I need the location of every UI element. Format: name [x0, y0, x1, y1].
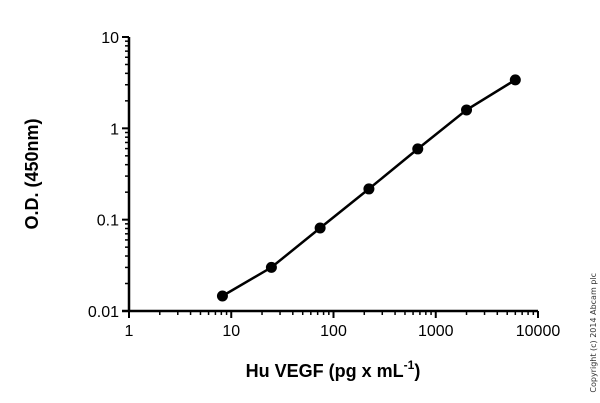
x-tick-label: 1000 — [418, 323, 454, 340]
x-axis-title: Hu VEGF (pg x mL-1) — [246, 358, 421, 381]
data-series — [216, 74, 521, 302]
data-point — [461, 104, 473, 116]
y-axis-title: O.D. (450nm) — [22, 118, 42, 229]
data-point — [509, 74, 521, 86]
x-tick-label: 10 — [222, 323, 240, 340]
y-tick-label: 0.1 — [97, 213, 119, 230]
x-tick-label: 1 — [125, 323, 134, 340]
data-point — [265, 261, 277, 273]
data-point — [216, 290, 228, 302]
x-axis: 1 10 100 1000 10000 — [122, 309, 561, 340]
x-tick-label: 100 — [320, 323, 347, 340]
data-point — [412, 143, 424, 155]
x-tick-label: 10000 — [516, 323, 561, 340]
data-point — [314, 222, 326, 234]
y-tick-label: 1 — [110, 121, 119, 138]
y-tick-label: 10 — [101, 30, 119, 47]
y-tick-label: 0.01 — [88, 304, 119, 321]
copyright-notice: Copyright (c) 2014 Abcam plc — [589, 273, 598, 393]
y-axis: 0.01 0.1 1 10 — [88, 30, 131, 321]
data-point — [363, 183, 375, 195]
